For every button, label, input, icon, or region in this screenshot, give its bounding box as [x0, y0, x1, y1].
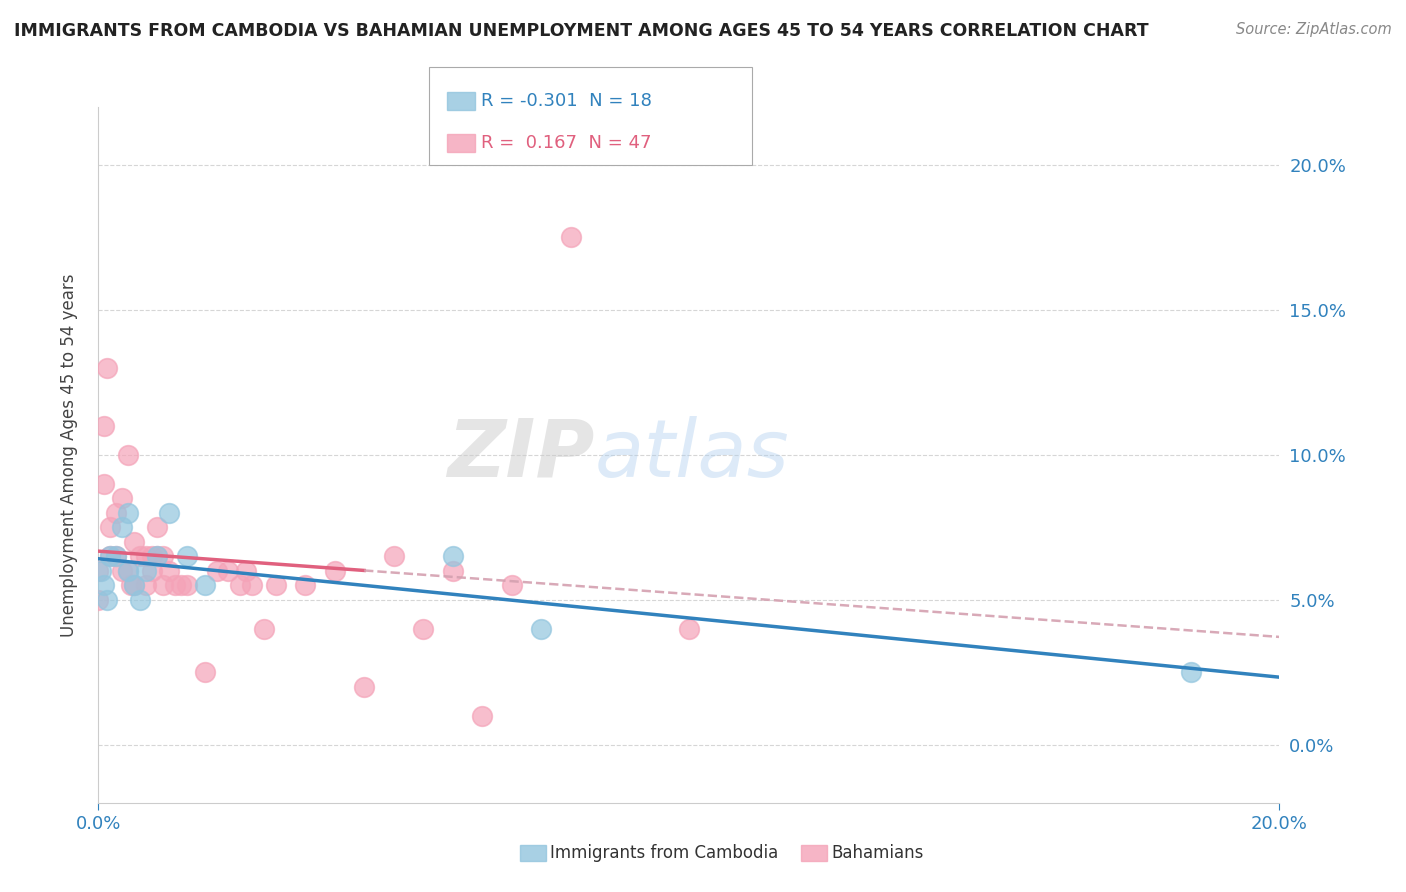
Point — [141, 564, 163, 578]
Point — [194, 665, 217, 680]
Point — [87, 592, 110, 607]
Point — [441, 549, 464, 564]
Point — [93, 578, 115, 592]
Text: Source: ZipAtlas.com: Source: ZipAtlas.com — [1236, 22, 1392, 37]
Point — [105, 506, 128, 520]
Point — [253, 622, 276, 636]
Point — [117, 448, 139, 462]
Point — [98, 549, 121, 564]
Point — [128, 592, 150, 607]
Text: IMMIGRANTS FROM CAMBODIA VS BAHAMIAN UNEMPLOYMENT AMONG AGES 45 TO 54 YEARS CORR: IMMIGRANTS FROM CAMBODIA VS BAHAMIAN UNE… — [14, 22, 1149, 40]
Point — [141, 549, 163, 564]
Point — [96, 592, 118, 607]
Point — [120, 578, 142, 592]
Point — [176, 549, 198, 564]
Point — [323, 564, 346, 578]
Point — [87, 564, 110, 578]
Point — [353, 680, 375, 694]
Point — [152, 549, 174, 564]
Point — [678, 622, 700, 636]
Point — [135, 578, 157, 592]
Point — [165, 578, 187, 592]
Point — [217, 564, 239, 578]
Point — [170, 578, 193, 592]
Point — [96, 361, 118, 376]
Text: R = -0.301  N = 18: R = -0.301 N = 18 — [481, 92, 652, 110]
Point — [235, 564, 257, 578]
Point — [105, 549, 128, 564]
Point — [157, 506, 180, 520]
Text: Bahamians: Bahamians — [831, 844, 924, 862]
Point — [294, 578, 316, 592]
Text: Immigrants from Cambodia: Immigrants from Cambodia — [550, 844, 778, 862]
Point — [205, 564, 228, 578]
Point — [90, 564, 112, 578]
Point — [117, 564, 139, 578]
Point — [501, 578, 523, 592]
Point — [122, 578, 145, 592]
Text: atlas: atlas — [595, 416, 789, 494]
Point — [471, 708, 494, 723]
Point — [117, 564, 139, 578]
Point — [135, 564, 157, 578]
Point — [98, 520, 121, 534]
Text: ZIP: ZIP — [447, 416, 595, 494]
Point — [530, 622, 553, 636]
Point — [264, 578, 287, 592]
Point — [146, 549, 169, 564]
Point — [93, 476, 115, 491]
Point — [122, 578, 145, 592]
Point — [176, 578, 198, 592]
Text: R =  0.167  N = 47: R = 0.167 N = 47 — [481, 134, 651, 152]
Point — [146, 549, 169, 564]
Y-axis label: Unemployment Among Ages 45 to 54 years: Unemployment Among Ages 45 to 54 years — [59, 273, 77, 637]
Point — [229, 578, 252, 592]
Point — [135, 549, 157, 564]
Point — [93, 419, 115, 434]
Point — [441, 564, 464, 578]
Point — [117, 506, 139, 520]
Point — [111, 520, 134, 534]
Point — [111, 491, 134, 506]
Point — [194, 578, 217, 592]
Point — [152, 578, 174, 592]
Point — [98, 549, 121, 564]
Point — [105, 549, 128, 564]
Point — [382, 549, 405, 564]
Point — [111, 564, 134, 578]
Point — [240, 578, 263, 592]
Point — [1180, 665, 1202, 680]
Point — [157, 564, 180, 578]
Point — [128, 549, 150, 564]
Point — [146, 520, 169, 534]
Point — [122, 534, 145, 549]
Point — [560, 230, 582, 244]
Point — [412, 622, 434, 636]
